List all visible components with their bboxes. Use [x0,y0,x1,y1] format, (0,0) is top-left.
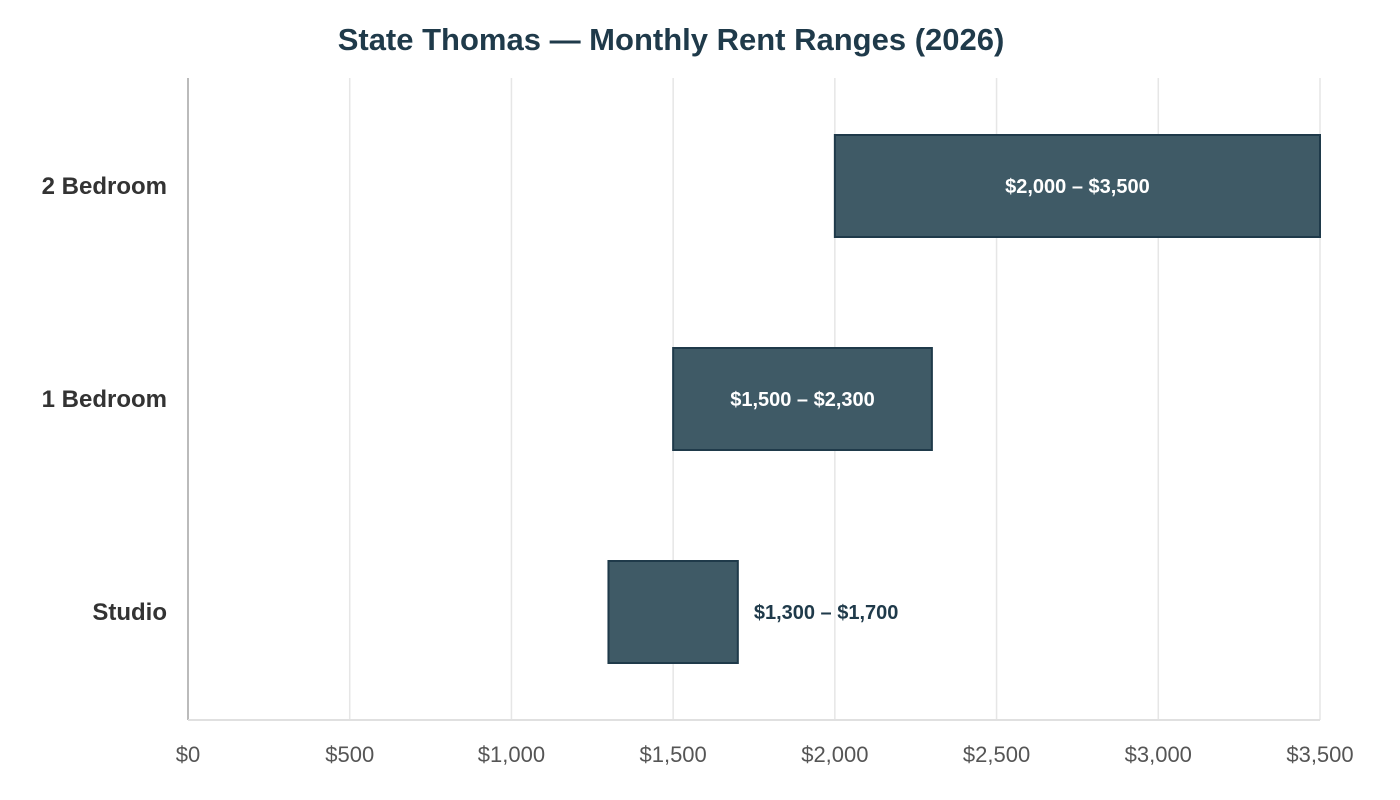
x-tick-label: $3,500 [1286,742,1353,767]
labels: 2 Bedroom $2,000 – $3,500 1 Bedroom $1,500 … [42,173,1150,626]
bar-value-label: $2,000 – $3,500 [1005,176,1150,198]
range-bar [607,560,739,664]
category-label: Studio [92,599,167,626]
x-tick-label: $500 [325,742,374,767]
x-tick-label: $2,500 [963,742,1030,767]
x-tick-label: $1,500 [639,742,706,767]
bar-value-label: $1,500 – $2,300 [730,389,875,411]
x-tick-label: $1,000 [478,742,545,767]
x-tick-label: $0 [176,742,200,767]
bar-value-label: $1,300 – $1,700 [754,602,899,624]
category-label: 2 Bedroom [42,173,167,200]
range-bar [833,134,1321,238]
category-label: 1 Bedroom [42,386,167,413]
x-tick-label: $2,000 [801,742,868,767]
chart-title: State Thomas — Monthly Rent Ranges (2026… [338,22,1005,57]
axes: $0 $500 $1,000 $1,500 $2,000 $2,500 $3,000 $3,5… [176,78,1354,767]
bars [607,134,1321,664]
x-tick-label: $3,000 [1125,742,1192,767]
range-bar [672,347,933,451]
